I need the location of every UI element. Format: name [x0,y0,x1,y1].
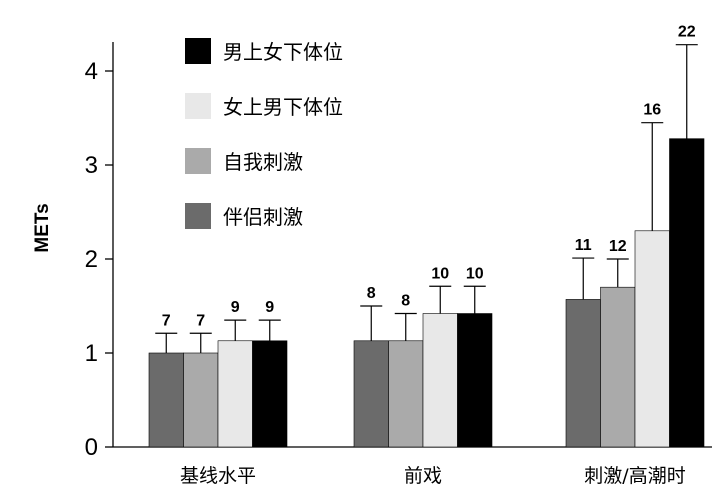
x-category-label: 基线水平 [180,465,256,487]
bar [457,313,493,448]
y-tick-label: 0 [85,434,98,461]
bar [183,352,219,448]
count-label: 11 [575,237,592,254]
bars-group: 7 7 9 9 8 8 10 10 11 12 16 22 [148,24,705,448]
bar [422,313,458,448]
count-label: 12 [609,238,627,255]
bar [669,138,705,448]
x-category-label: 刺激/高潮时 [584,465,685,487]
count-label: 9 [265,299,274,316]
count-label: 16 [643,102,661,119]
count-label: 10 [431,265,449,282]
count-label: 7 [162,312,171,329]
bar [600,286,636,448]
legend-label: 男上女下体位 [223,40,343,64]
bar [388,340,424,448]
y-tick-label: 2 [85,246,98,273]
x-category-label: 前戏 [404,465,442,487]
count-label: 22 [678,24,696,41]
legend-swatch [185,38,211,64]
legend-label: 伴侣刺激 [223,205,303,229]
count-label: 9 [231,299,240,316]
y-tick-label: 1 [85,340,98,367]
bar [252,340,288,448]
count-label: 10 [466,265,484,282]
category-labels: 基线水平 前戏 刺激/高潮时 [180,465,686,487]
count-label: 8 [401,293,410,310]
bar [353,340,389,448]
legend-swatch [185,203,211,229]
bar [217,340,253,448]
legend-swatch [185,148,211,174]
legend-label: 女上男下体位 [223,95,343,119]
y-axis-title: METs [32,203,53,252]
count-label: 8 [367,285,376,302]
bar [565,299,601,448]
y-ticks: 0 1 2 3 4 [85,58,113,461]
bar [634,230,670,448]
y-tick-label: 3 [85,152,98,179]
legend-swatch [185,93,211,119]
y-tick-label: 4 [85,58,98,85]
count-label: 7 [196,312,205,329]
bar [148,352,184,448]
legend-label: 自我刺激 [223,150,303,174]
